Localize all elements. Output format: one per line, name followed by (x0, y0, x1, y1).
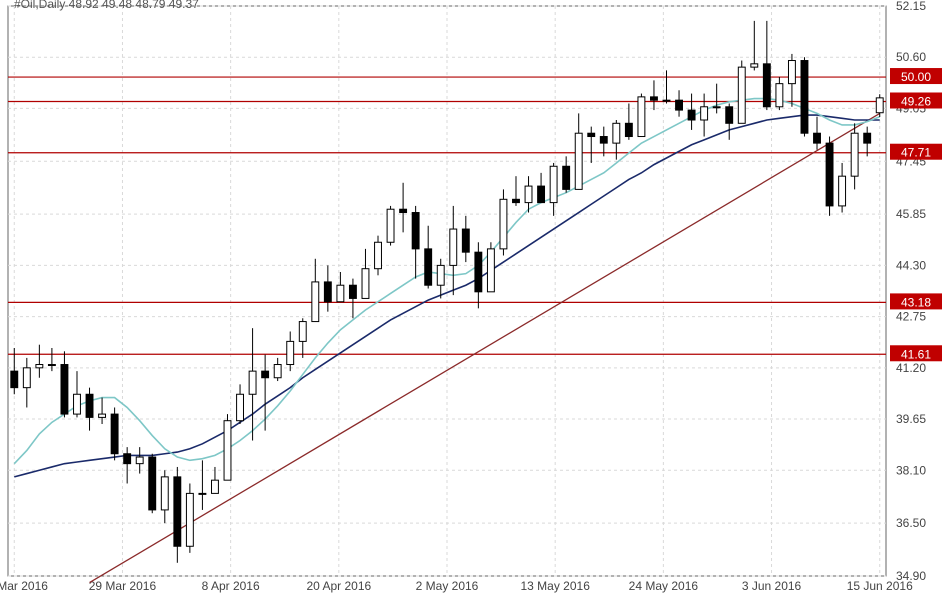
candle-body (11, 371, 18, 388)
price-badge-label: 47.71 (901, 146, 931, 160)
x-axis-label: 15 Jun 2016 (847, 579, 913, 593)
x-axis-label: 20 Apr 2016 (306, 579, 371, 593)
candle-body (513, 199, 520, 202)
candle-body (425, 249, 432, 285)
price-badge-label: 50.00 (901, 70, 931, 84)
candle-body (61, 365, 68, 415)
candle-body (876, 98, 883, 113)
y-axis-label: 45.85 (896, 207, 926, 221)
candle-body (763, 64, 770, 107)
candle-body (839, 176, 846, 206)
candle-body (299, 322, 306, 342)
candle-body (249, 371, 256, 394)
x-axis-label: 3 Jun 2016 (742, 579, 802, 593)
candle-body (262, 371, 269, 378)
candle-body (199, 493, 206, 494)
candle-body (701, 107, 708, 120)
candle-body (563, 166, 570, 189)
candle-body (575, 133, 582, 189)
candle-body (186, 493, 193, 546)
candle-body (274, 365, 281, 378)
candle-body (851, 133, 858, 176)
candle-body (726, 107, 733, 124)
candlestick-chart: 34.9036.5038.1039.6541.2042.7544.3045.85… (0, 0, 948, 593)
candle-body (174, 477, 181, 546)
candle-body (751, 64, 758, 67)
candle-body (287, 341, 294, 364)
candle-body (375, 242, 382, 268)
candle-body (588, 133, 595, 136)
candle-body (738, 67, 745, 123)
candle-body (36, 365, 43, 368)
candle-body (74, 394, 81, 414)
candle-body (111, 414, 118, 454)
price-badge-label: 43.18 (901, 295, 931, 309)
candle-body (312, 282, 319, 322)
candle-body (161, 477, 168, 510)
y-axis-label: 44.30 (896, 258, 926, 272)
chart-title: #Oil,Daily 48.92 49.48 48.79 49.37 (14, 0, 199, 11)
candle-body (475, 252, 482, 292)
candle-body (550, 166, 557, 202)
candle-body (487, 249, 494, 292)
candle-body (149, 457, 156, 510)
candle-body (48, 365, 55, 366)
x-axis-label: 2 May 2016 (416, 579, 479, 593)
candle-body (538, 186, 545, 203)
candle-body (349, 285, 356, 298)
candle-body (638, 97, 645, 137)
price-badge-label: 41.61 (901, 347, 931, 361)
candle-body (600, 137, 607, 144)
y-axis-label: 52.15 (896, 0, 926, 13)
candle-body (450, 229, 457, 265)
candle-body (387, 209, 394, 242)
candle-body (437, 265, 444, 285)
candle-body (625, 123, 632, 136)
candle-body (362, 269, 369, 299)
candle-body (237, 394, 244, 420)
candle-body (788, 61, 795, 84)
candle-body (525, 186, 532, 203)
candle-body (801, 61, 808, 134)
candle-body (826, 143, 833, 206)
chart-svg: 34.9036.5038.1039.6541.2042.7544.3045.85… (0, 0, 948, 593)
x-axis-label: 29 Mar 2016 (89, 579, 157, 593)
candle-body (86, 394, 93, 417)
price-badge-label: 49.26 (901, 94, 931, 108)
candle-body (613, 123, 620, 143)
candle-body (676, 100, 683, 110)
x-axis-label: 24 May 2016 (629, 579, 699, 593)
candle-body (814, 133, 821, 143)
candle-body (462, 229, 469, 252)
candle-body (776, 84, 783, 107)
candle-body (864, 133, 871, 143)
y-axis-label: 38.10 (896, 463, 926, 477)
candle-body (136, 457, 143, 464)
candle-body (212, 480, 219, 493)
candle-body (400, 209, 407, 212)
x-axis-label: 17 Mar 2016 (0, 579, 48, 593)
candle-body (651, 97, 658, 100)
candle-body (224, 421, 231, 480)
candle-body (688, 110, 695, 120)
y-axis-label: 50.60 (896, 50, 926, 64)
candle-body (324, 282, 331, 302)
y-axis-label: 36.50 (896, 516, 926, 530)
candle-body (99, 414, 106, 417)
candle-body (412, 213, 419, 249)
candle-body (500, 199, 507, 249)
candle-body (713, 107, 720, 108)
candle-body (23, 368, 30, 388)
y-axis-label: 39.65 (896, 412, 926, 426)
x-axis-label: 8 Apr 2016 (202, 579, 260, 593)
candle-body (337, 285, 344, 302)
candle-body (124, 454, 131, 464)
y-axis-label: 41.20 (896, 361, 926, 375)
x-axis-label: 13 May 2016 (520, 579, 590, 593)
y-axis-label: 42.75 (896, 310, 926, 324)
candle-body (663, 100, 670, 101)
